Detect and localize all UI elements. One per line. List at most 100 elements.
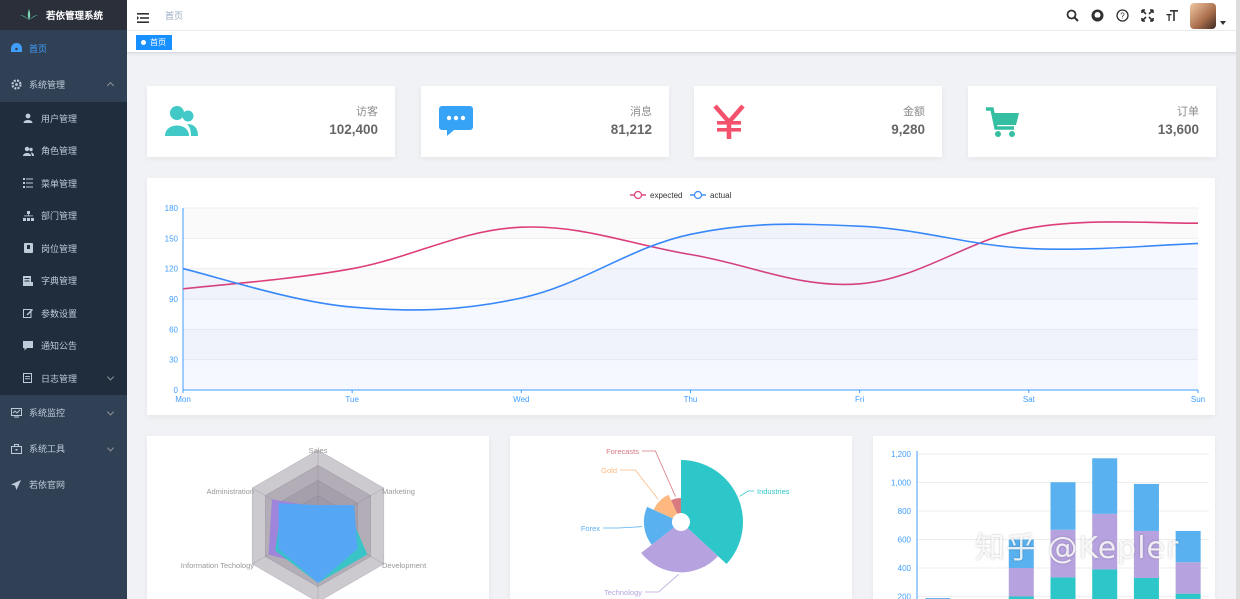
sidebar-item-label: 参数设置 — [41, 308, 78, 319]
bar-pageC-wed — [1008, 539, 1034, 568]
user-icon — [22, 112, 34, 124]
grid-band — [183, 208, 1198, 239]
sidebar-item-dict[interactable]: 字典管理 — [0, 265, 127, 298]
y-tick-label: 120 — [165, 265, 179, 274]
pie-label: Forecasts — [606, 447, 639, 456]
radar-indicator-label: Information Techology — [181, 561, 254, 570]
watermark: 知乎 @Kepler — [975, 531, 1180, 566]
x-tick-label: Sat — [1023, 395, 1036, 404]
peoples-icon — [22, 145, 34, 157]
bar-pageC-sun — [1175, 530, 1201, 563]
sidebar-item-post[interactable]: 岗位管理 — [0, 232, 127, 265]
y-tick-label: 150 — [165, 234, 179, 243]
radar-series-2 — [278, 503, 358, 583]
navbar-actions: ? — [1065, 0, 1226, 31]
radar-indicator-label: Administration — [206, 487, 254, 496]
caret-down-icon[interactable] — [1220, 20, 1226, 25]
logo-icon — [20, 9, 38, 20]
stat-value: 13,600 — [1157, 122, 1199, 137]
sidebar-item-label: 系统管理 — [29, 79, 66, 90]
pie-label: Industries — [757, 487, 790, 496]
stat-card-messages[interactable]: 消息 81,212 — [421, 86, 669, 157]
y-tick-label: 400 — [898, 564, 912, 573]
chevron-down-icon — [106, 443, 115, 452]
fullscreen-icon[interactable] — [1140, 8, 1155, 23]
series-line-actual — [182, 223, 1199, 311]
sidebar-item-log[interactable]: 日志管理 — [0, 362, 127, 395]
dict-icon — [22, 275, 34, 287]
svg-text:?: ? — [1120, 11, 1125, 20]
tree-table-icon — [22, 177, 34, 189]
pie-label-line — [603, 526, 643, 529]
sidebar-item-config[interactable]: 参数设置 — [0, 297, 127, 330]
y-tick-label: 60 — [169, 325, 178, 334]
gear-icon — [10, 78, 22, 90]
stat-card-amount[interactable]: 金额 9,280 — [694, 86, 942, 157]
question-icon[interactable]: ? — [1115, 8, 1130, 23]
active-dot-icon — [141, 40, 146, 45]
sidebar-item-tool[interactable]: 系统工具 — [0, 431, 127, 467]
bar-pageB-thu — [1050, 529, 1076, 578]
github-icon[interactable] — [1090, 8, 1105, 23]
sidebar-item-label: 字典管理 — [41, 276, 78, 287]
chevron-down-icon — [106, 373, 115, 381]
pie-label: Gold — [601, 466, 617, 475]
bar-pageA-sat — [1133, 577, 1159, 599]
sidebar-item-label: 若依官网 — [29, 480, 66, 490]
sidebar-item-guide[interactable]: 若依官网 — [0, 467, 127, 503]
tag-home[interactable]: 首页 — [136, 35, 172, 50]
stat-card-orders[interactable]: 订单 13,600 — [968, 86, 1216, 157]
hamburger-icon[interactable] — [137, 10, 149, 23]
sidebar-item-monitor[interactable]: 系统监控 — [0, 395, 127, 431]
series-line-expected — [182, 221, 1199, 290]
edit-icon — [22, 307, 34, 319]
search-icon[interactable] — [1065, 8, 1080, 23]
log-icon — [22, 372, 34, 384]
sidebar-item-dept[interactable]: 部门管理 — [0, 200, 127, 233]
pie-label: Forex — [581, 524, 600, 533]
radar-indicator-label: Sales — [309, 446, 328, 455]
radar-indicator-label: Development — [382, 561, 427, 570]
font-size-icon[interactable] — [1165, 8, 1180, 23]
pie-label-line — [739, 490, 754, 497]
sidebar-item-label: 系统工具 — [29, 444, 66, 454]
sidebar-item-label: 通知公告 — [41, 341, 78, 352]
stat-card-visitors[interactable]: 访客 102,400 — [147, 86, 395, 157]
y-tick-label: 800 — [898, 507, 912, 516]
pie-chart: Industries Technology Forex Gold Forecasts — [581, 447, 790, 597]
app-logo[interactable]: 若依管理系统 — [0, 0, 127, 30]
radar-chart: Sales Administration Information Techology… — [181, 446, 427, 599]
sidebar-item-home[interactable]: 首页 — [0, 30, 127, 66]
sidebar-item-notice[interactable]: 通知公告 — [0, 330, 127, 363]
sidebar-item-label: 岗位管理 — [41, 243, 78, 254]
sidebar-item-label: 系统监控 — [29, 408, 66, 418]
tree-icon — [22, 210, 34, 222]
y-tick-label: 1,000 — [891, 479, 912, 488]
y-tick-label: 600 — [898, 536, 912, 545]
stat-label: 访客 — [356, 106, 378, 118]
page-scrollbar[interactable] — [1236, 0, 1240, 599]
pie-slice-gold — [653, 494, 678, 519]
sidebar-item-label: 角色管理 — [41, 146, 78, 157]
y-tick-label: 90 — [169, 295, 178, 304]
sidebar-item-user[interactable]: 用户管理 — [0, 102, 127, 135]
sidebar-item-system[interactable]: 系统管理 — [0, 66, 127, 102]
pie-slice-industries — [681, 460, 743, 565]
sidebar-item-menu[interactable]: 菜单管理 — [0, 167, 127, 200]
monitor-icon — [10, 407, 22, 419]
sidebar-item-label: 用户管理 — [41, 113, 78, 124]
sidebar: 若依管理系统 首页 系统管理 用户管理 角色管理 菜单管理 部门管理 — [0, 0, 127, 599]
x-tick-label: Sun — [1191, 395, 1205, 404]
bar-pageB-sun — [1175, 562, 1201, 594]
y-tick-label: 180 — [165, 204, 179, 213]
avatar[interactable] — [1190, 2, 1216, 29]
y-tick-label: 30 — [169, 356, 178, 365]
stat-label: 订单 — [1177, 106, 1199, 118]
message-icon — [22, 340, 34, 352]
stat-label: 消息 — [630, 106, 652, 118]
sidebar-item-label: 首页 — [29, 43, 48, 54]
sidebar-item-label: 菜单管理 — [41, 178, 78, 189]
y-tick-label: 1,200 — [891, 450, 912, 459]
sidebar-item-role[interactable]: 角色管理 — [0, 135, 127, 168]
legend-item-actual: actual — [690, 190, 732, 200]
